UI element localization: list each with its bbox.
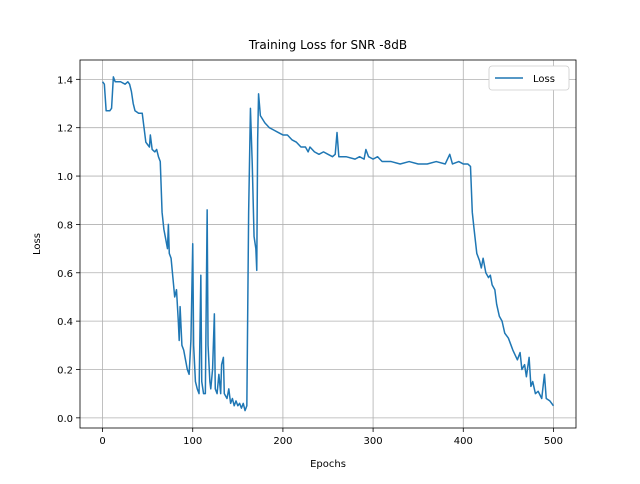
x-tick-label: 300 bbox=[364, 436, 383, 447]
y-axis-label: Loss bbox=[32, 233, 43, 255]
chart-title: Training Loss for SNR -8dB bbox=[248, 38, 407, 52]
y-tick-label: 1.4 bbox=[57, 75, 73, 86]
loss-line bbox=[101, 76, 555, 412]
x-tick-label: 200 bbox=[273, 436, 292, 447]
y-tick-label: 0.8 bbox=[57, 220, 73, 231]
y-tick-label: 1.0 bbox=[57, 172, 73, 183]
legend-box bbox=[488, 65, 570, 91]
axes-frame bbox=[79, 59, 577, 429]
y-tick-label: 0.4 bbox=[57, 317, 73, 328]
y-tick-label: 1.2 bbox=[57, 124, 73, 135]
legend-label: Loss bbox=[533, 74, 555, 85]
y-tick-label: 0.0 bbox=[57, 414, 73, 425]
legend: Loss bbox=[488, 65, 570, 91]
y-tick-label: 0.2 bbox=[57, 365, 73, 376]
x-tick-label: 500 bbox=[544, 436, 563, 447]
x-tick-label: 400 bbox=[454, 436, 473, 447]
x-tick-label: 0 bbox=[99, 436, 105, 447]
x-axis-label: Epochs bbox=[310, 459, 346, 470]
x-tick-label: 100 bbox=[183, 436, 202, 447]
y-tick-label: 0.6 bbox=[57, 269, 73, 280]
